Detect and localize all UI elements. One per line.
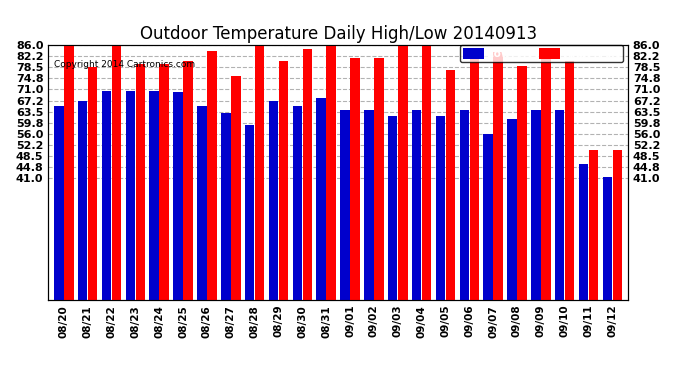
Bar (602, 177, 612, 300)
Bar (207, 51, 217, 300)
Bar (279, 61, 288, 300)
Bar (340, 110, 350, 300)
Bar (101, 91, 111, 300)
Text: Copyright 2014 Cartronics.com: Copyright 2014 Cartronics.com (54, 60, 195, 69)
Bar (150, 91, 159, 300)
Bar (268, 101, 278, 300)
Bar (88, 67, 97, 300)
Bar (484, 134, 493, 300)
Bar (351, 58, 359, 300)
Bar (493, 53, 503, 300)
Bar (197, 106, 207, 300)
Bar (555, 110, 564, 300)
Bar (54, 106, 63, 300)
Bar (579, 164, 589, 300)
Bar (112, 44, 121, 300)
Bar (388, 116, 397, 300)
Bar (446, 70, 455, 300)
Bar (159, 64, 169, 300)
Bar (460, 110, 469, 300)
Title: Outdoor Temperature Daily High/Low 20140913: Outdoor Temperature Daily High/Low 20140… (139, 26, 537, 44)
Bar (469, 58, 479, 300)
Bar (245, 125, 255, 300)
Bar (507, 119, 517, 300)
Bar (613, 150, 622, 300)
Bar (541, 54, 551, 300)
Bar (565, 61, 575, 300)
Bar (317, 98, 326, 300)
Bar (126, 91, 135, 300)
Bar (435, 116, 445, 300)
Bar (136, 64, 145, 300)
Bar (364, 110, 374, 300)
Bar (184, 61, 193, 300)
Bar (326, 46, 336, 300)
Bar (64, 45, 74, 300)
Bar (422, 46, 431, 300)
Bar (302, 50, 312, 300)
Bar (518, 66, 526, 300)
Bar (78, 101, 88, 300)
Bar (221, 113, 230, 300)
Legend: Low  (°F), High  (°F): Low (°F), High (°F) (460, 45, 622, 62)
Bar (412, 110, 422, 300)
Bar (398, 46, 408, 300)
Bar (255, 45, 264, 300)
Bar (589, 150, 598, 300)
Bar (231, 76, 241, 300)
Bar (531, 110, 540, 300)
Bar (374, 58, 384, 300)
Bar (173, 93, 183, 300)
Bar (293, 106, 302, 300)
